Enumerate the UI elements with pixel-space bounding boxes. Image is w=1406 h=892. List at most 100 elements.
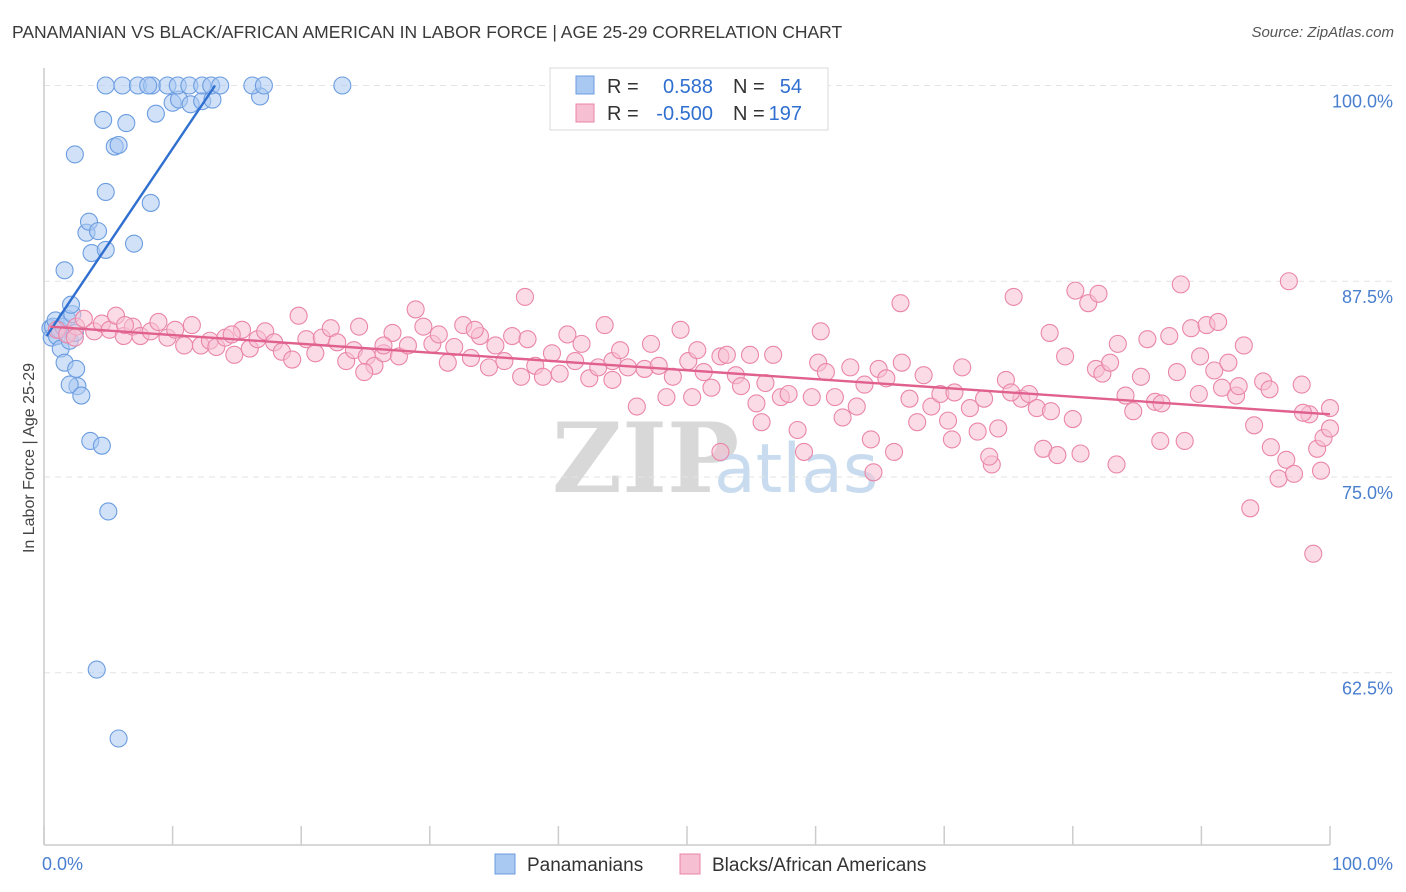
data-point [731,377,751,396]
data-point [328,333,347,352]
data-point [558,325,577,344]
bottom-legend-swatch-pink [679,853,701,875]
data-point [1277,450,1296,469]
data-point [113,76,132,95]
data-point [641,334,661,353]
data-point [740,345,760,364]
data-point [1108,334,1127,353]
data-point [479,358,499,377]
data-point [825,388,844,407]
x-tick-label-max: 100.0% [1332,854,1393,874]
data-point [892,353,911,372]
data-point [512,367,531,386]
legend-swatch-blue [575,75,595,95]
data-point [833,408,852,427]
legend-box [549,67,829,131]
data-point [1260,380,1279,399]
data-point [550,364,569,383]
data-point [533,367,553,386]
data-point [374,336,393,355]
bottom-legend-swatch-blue [494,853,516,875]
data-point [980,447,999,466]
data-point [764,345,783,364]
data-point [518,330,537,349]
data-point [109,135,128,155]
data-point [942,430,961,449]
y-tick-label: 87.5% [1342,287,1393,307]
data-point [1269,469,1288,488]
x-tick-label-min: 0.0% [42,854,83,874]
data-point [939,411,958,430]
data-point [146,104,165,123]
data-point [333,76,352,95]
data-point [182,316,201,335]
data-point [572,334,591,353]
data-point [1241,499,1260,518]
data-point [289,306,308,325]
trendline [45,84,217,337]
source-label: Source: ZipAtlas.com [1251,24,1394,41]
data-point [72,386,91,405]
data-point [595,316,614,335]
chart-title: PANAMANIAN VS BLACK/AFRICAN AMERICAN IN … [12,22,843,42]
legend-n-label-blue: N = [733,76,765,98]
data-point [175,336,194,355]
bottom-legend-label-pink: Blacks/African Americans [712,855,926,876]
data-point [406,300,425,319]
data-point [1175,431,1194,451]
data-point [88,222,108,241]
data-point [1004,287,1023,306]
data-point [96,76,115,95]
data-point [61,295,81,314]
legend-r-label-blue: R = [607,76,639,98]
data-point [87,660,106,679]
trendlines [45,84,1331,416]
data-point [65,328,84,347]
y-axis-label: In Labor Force | Age 25-29 [21,363,38,553]
data-point [657,388,676,407]
data-point [702,378,721,397]
data-point [788,420,807,440]
data-point [711,442,730,461]
data-point [1234,336,1253,355]
data-point [841,358,860,377]
data-point [1071,444,1090,463]
data-point [350,317,369,336]
data-point [383,323,402,342]
data-point [124,234,144,253]
legend-swatch-pink [575,103,595,123]
data-point [65,145,84,164]
watermark: ZIP atlas [552,402,878,515]
data-point [794,442,814,461]
data-point [74,309,93,328]
data-point [1167,363,1187,382]
data-point [975,389,994,408]
series-panamanians [41,76,352,748]
legend-n-label-pink: N = [733,103,765,125]
data-point [717,345,736,364]
correlation-legend: R = 0.588 N = 54 R = -0.500 N = 197 [549,67,829,131]
data-point [1320,399,1340,418]
data-point [1131,367,1151,386]
data-point [1320,419,1340,438]
data-point [99,502,118,521]
data-point [671,320,690,339]
data-point [117,114,136,133]
data-point [649,356,668,375]
data-point [254,76,273,95]
data-point [855,375,874,394]
data-point [109,729,128,748]
data-point [414,317,433,336]
data-point [542,344,562,363]
data-point [1245,416,1264,435]
data-point [1138,330,1157,349]
legend-n-value-blue: 54 [780,76,802,98]
data-point [1040,323,1059,342]
data-point [953,358,972,377]
bottom-legend-label-blue: Panamanians [527,855,643,876]
legend-n-value-pink: 197 [769,103,802,125]
data-point [515,287,535,306]
data-point [847,397,866,416]
data-point [816,363,835,382]
